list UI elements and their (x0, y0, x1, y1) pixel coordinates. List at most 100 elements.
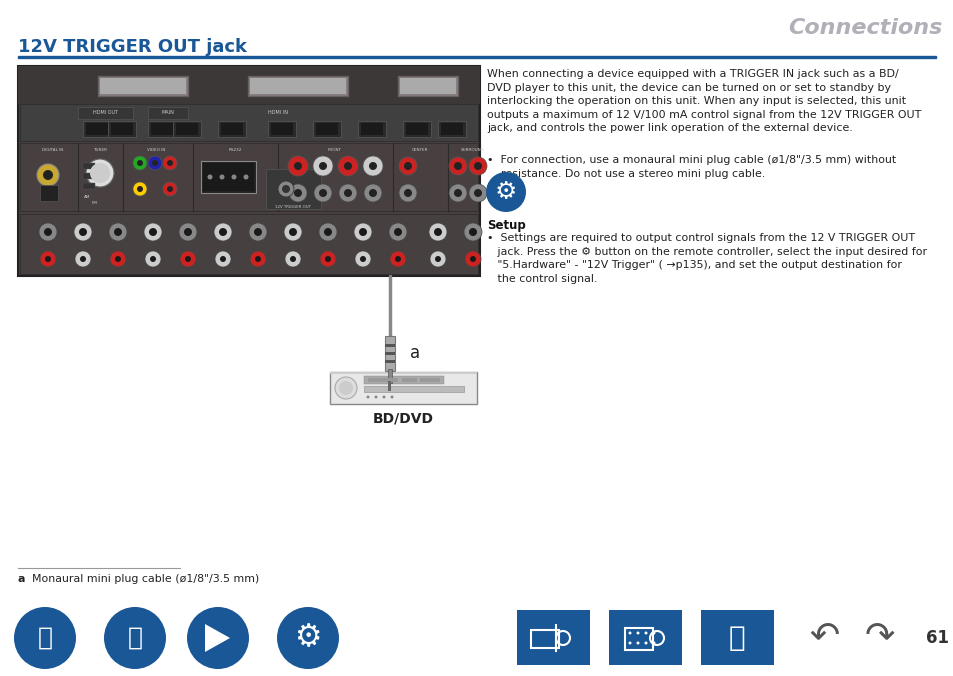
Circle shape (363, 156, 382, 176)
Circle shape (403, 189, 412, 197)
Circle shape (185, 256, 191, 262)
Circle shape (319, 251, 335, 267)
Circle shape (435, 256, 440, 262)
Text: SURROUND: SURROUND (460, 148, 484, 152)
Circle shape (110, 251, 126, 267)
Circle shape (79, 228, 87, 236)
Bar (700, 610, 773, 665)
Circle shape (39, 223, 57, 241)
Circle shape (137, 186, 143, 192)
Circle shape (289, 184, 307, 202)
Bar (330, 372, 476, 404)
Circle shape (180, 251, 195, 267)
Bar (203, 163, 253, 191)
Circle shape (113, 228, 122, 236)
Bar (18, 66, 479, 276)
Text: FRONT: FRONT (328, 148, 341, 152)
Circle shape (214, 251, 231, 267)
Circle shape (369, 162, 376, 170)
Bar (364, 376, 443, 384)
Bar (266, 169, 320, 209)
Circle shape (137, 160, 143, 166)
Bar (357, 121, 386, 137)
Text: a: a (410, 344, 419, 362)
Text: a: a (18, 574, 26, 584)
Circle shape (318, 162, 327, 170)
Circle shape (375, 395, 377, 398)
Circle shape (369, 189, 376, 197)
Circle shape (474, 189, 481, 197)
Circle shape (463, 223, 481, 241)
Polygon shape (205, 624, 230, 652)
Circle shape (44, 228, 52, 236)
Text: ⚙: ⚙ (495, 180, 517, 204)
Bar (86, 123, 108, 135)
Circle shape (277, 181, 294, 197)
Circle shape (144, 223, 162, 241)
Bar (624, 628, 652, 650)
Circle shape (145, 251, 161, 267)
Circle shape (355, 251, 371, 267)
Bar (360, 123, 382, 135)
Circle shape (429, 223, 447, 241)
Text: 12V TRIGGER OUT: 12V TRIGGER OUT (274, 205, 311, 209)
Circle shape (37, 164, 59, 186)
Text: HDMI IN: HDMI IN (268, 110, 288, 116)
Circle shape (469, 184, 486, 202)
Bar (330, 372, 476, 374)
Bar (78, 107, 132, 119)
Text: MAIN: MAIN (161, 110, 174, 116)
Bar (517, 610, 589, 665)
Text: ↷: ↷ (864, 619, 894, 653)
Circle shape (434, 228, 441, 236)
Circle shape (403, 162, 412, 170)
Text: Monaural mini plug cable (ø1/8"/3.5 mm): Monaural mini plug cable (ø1/8"/3.5 mm) (25, 574, 259, 584)
Circle shape (132, 156, 147, 170)
Circle shape (80, 256, 86, 262)
Circle shape (40, 251, 56, 267)
Circle shape (86, 159, 113, 187)
Circle shape (364, 184, 381, 202)
Circle shape (449, 157, 467, 175)
Circle shape (213, 223, 232, 241)
Bar (98, 76, 188, 96)
Circle shape (294, 162, 302, 170)
Bar (315, 123, 337, 135)
Circle shape (464, 251, 480, 267)
Circle shape (132, 182, 147, 196)
Bar (83, 173, 95, 179)
Circle shape (109, 223, 127, 241)
Text: FM: FM (92, 201, 98, 205)
Bar (271, 123, 293, 135)
Circle shape (115, 256, 121, 262)
Circle shape (167, 186, 172, 192)
Circle shape (282, 185, 290, 193)
Bar (368, 378, 397, 382)
Text: HDMI OUT: HDMI OUT (93, 110, 118, 116)
Circle shape (390, 395, 393, 398)
Circle shape (232, 174, 236, 180)
Circle shape (179, 223, 196, 241)
Circle shape (249, 223, 267, 241)
Circle shape (318, 189, 327, 197)
Circle shape (454, 189, 461, 197)
Circle shape (276, 607, 338, 669)
Circle shape (398, 184, 416, 202)
Circle shape (219, 174, 224, 180)
Bar (83, 183, 95, 189)
Circle shape (250, 251, 266, 267)
Bar (397, 76, 457, 96)
Circle shape (324, 228, 332, 236)
Circle shape (45, 256, 51, 262)
Circle shape (184, 228, 192, 236)
Text: CENTER: CENTER (412, 148, 428, 152)
Circle shape (148, 156, 162, 170)
Text: 🔌: 🔌 (128, 626, 142, 650)
Circle shape (366, 395, 369, 398)
Circle shape (208, 174, 213, 180)
Circle shape (628, 642, 631, 644)
Circle shape (338, 381, 353, 395)
Bar (385, 360, 395, 363)
Circle shape (152, 160, 158, 166)
Circle shape (243, 174, 248, 180)
